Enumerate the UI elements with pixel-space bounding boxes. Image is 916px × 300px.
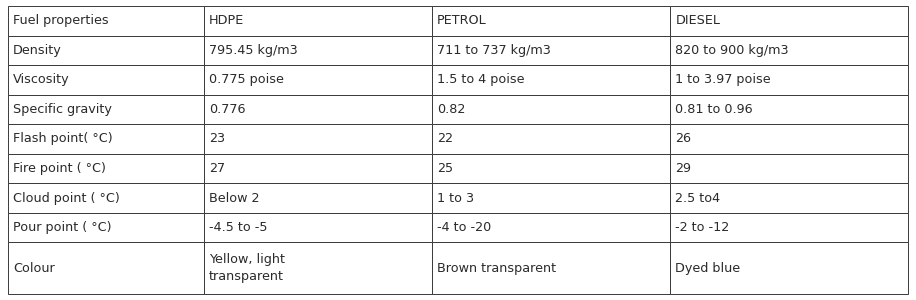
Bar	[671, 213, 908, 242]
Text: 25: 25	[437, 162, 453, 175]
Text: Brown transparent: Brown transparent	[437, 262, 556, 275]
Bar	[204, 35, 432, 65]
Text: 820 to 900 kg/m3: 820 to 900 kg/m3	[675, 44, 789, 57]
Text: 711 to 737 kg/m3: 711 to 737 kg/m3	[437, 44, 551, 57]
Text: 27: 27	[209, 162, 225, 175]
Text: Yellow, light
transparent: Yellow, light transparent	[209, 254, 285, 283]
Bar	[671, 35, 908, 65]
Bar	[8, 65, 204, 94]
Bar	[432, 213, 671, 242]
Bar	[8, 213, 204, 242]
Text: 2.5 to4: 2.5 to4	[675, 191, 721, 205]
Text: Cloud point ( °C): Cloud point ( °C)	[13, 191, 120, 205]
Text: Pour point ( °C): Pour point ( °C)	[13, 221, 112, 234]
Text: 1 to 3: 1 to 3	[437, 191, 474, 205]
Bar	[432, 124, 671, 154]
Text: Specific gravity: Specific gravity	[13, 103, 112, 116]
Bar	[204, 65, 432, 94]
Text: Density: Density	[13, 44, 61, 57]
Bar	[204, 124, 432, 154]
Text: 0.81 to 0.96: 0.81 to 0.96	[675, 103, 753, 116]
Bar	[8, 183, 204, 213]
Text: DIESEL: DIESEL	[675, 14, 720, 27]
Text: Colour: Colour	[13, 262, 55, 275]
Text: -4 to -20: -4 to -20	[437, 221, 491, 234]
Text: Dyed blue: Dyed blue	[675, 262, 740, 275]
Bar	[671, 65, 908, 94]
Text: -2 to -12: -2 to -12	[675, 221, 730, 234]
Bar	[432, 6, 671, 35]
Bar	[204, 6, 432, 35]
Text: Flash point( °C): Flash point( °C)	[13, 132, 113, 146]
Bar	[8, 242, 204, 294]
Bar	[204, 242, 432, 294]
Bar	[671, 6, 908, 35]
Bar	[671, 183, 908, 213]
Bar	[8, 124, 204, 154]
Text: 29: 29	[675, 162, 692, 175]
Bar	[432, 65, 671, 94]
Text: 0.82: 0.82	[437, 103, 465, 116]
Text: Fire point ( °C): Fire point ( °C)	[13, 162, 106, 175]
Text: 1.5 to 4 poise: 1.5 to 4 poise	[437, 73, 524, 86]
Text: 795.45 kg/m3: 795.45 kg/m3	[209, 44, 298, 57]
Text: 1 to 3.97 poise: 1 to 3.97 poise	[675, 73, 771, 86]
Text: 0.776: 0.776	[209, 103, 245, 116]
Bar	[432, 35, 671, 65]
Text: 22: 22	[437, 132, 453, 146]
Text: 23: 23	[209, 132, 225, 146]
Bar	[432, 242, 671, 294]
Bar	[204, 94, 432, 124]
Bar	[671, 124, 908, 154]
Text: Fuel properties: Fuel properties	[13, 14, 109, 27]
Text: Viscosity: Viscosity	[13, 73, 70, 86]
Bar	[204, 183, 432, 213]
Bar	[432, 154, 671, 183]
Bar	[432, 183, 671, 213]
Bar	[671, 94, 908, 124]
Bar	[671, 242, 908, 294]
Bar	[204, 213, 432, 242]
Text: HDPE: HDPE	[209, 14, 245, 27]
Bar	[8, 35, 204, 65]
Bar	[432, 94, 671, 124]
Bar	[8, 6, 204, 35]
Bar	[671, 154, 908, 183]
Text: 0.775 poise: 0.775 poise	[209, 73, 284, 86]
Bar	[8, 94, 204, 124]
Text: 26: 26	[675, 132, 692, 146]
Bar	[8, 154, 204, 183]
Bar	[204, 154, 432, 183]
Text: -4.5 to -5: -4.5 to -5	[209, 221, 267, 234]
Text: PETROL: PETROL	[437, 14, 486, 27]
Text: Below 2: Below 2	[209, 191, 260, 205]
